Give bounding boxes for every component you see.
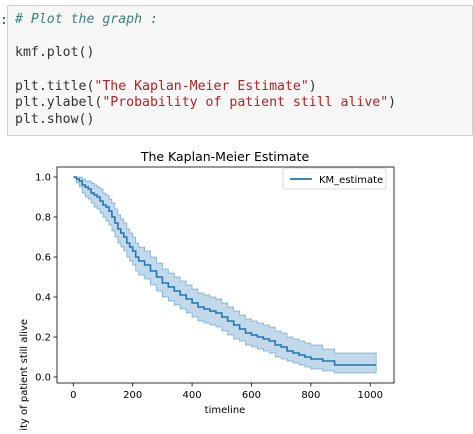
x-tick-label: 200	[123, 390, 142, 401]
chart-title: The Kaplan-Meier Estimate	[140, 149, 310, 164]
code-string-literal: "The Kaplan-Meier Estimate"	[94, 78, 309, 94]
code-line: kmf.plot()	[15, 45, 466, 62]
x-tick-label: 600	[242, 390, 261, 401]
code-line: plt.title("The Kaplan-Meier Estimate")	[15, 79, 466, 96]
series-line-km-estimate	[73, 176, 377, 366]
code-line: # Plot the graph :	[15, 12, 466, 29]
x-tick-label: 400	[183, 390, 202, 401]
y-tick-label: 0.0	[35, 373, 51, 384]
y-tick-label: 1.0	[35, 173, 51, 184]
legend-box	[282, 167, 387, 190]
axes: 0 200 400 600 800 1000 0.0 0.2 0.4 0.6 0.8 1.0	[35, 166, 395, 401]
cell-prompt-marker: :	[0, 13, 8, 28]
code-text: )	[388, 95, 397, 111]
code-string-literal: "Probability of patient still alive"	[102, 95, 389, 111]
confidence-band	[73, 176, 377, 374]
code-line	[15, 29, 466, 46]
x-tick-label: 0	[70, 390, 76, 401]
code-comment: # Plot the graph :	[15, 12, 158, 27]
cell-output-area: The Kaplan-Meier Estimate Probability of…	[0, 136, 473, 434]
code-line: plt.show()	[15, 112, 466, 129]
y-tick-label: 0.2	[35, 333, 51, 344]
code-text: plt.ylabel(	[15, 95, 103, 111]
chart-legend: KM_estimate	[282, 167, 387, 190]
code-text: kmf.plot()	[15, 45, 95, 61]
x-tick-label: 800	[301, 390, 320, 401]
code-line	[15, 62, 466, 79]
legend-entry-km-estimate: KM_estimate	[319, 175, 383, 186]
y-tick-label: 0.6	[35, 253, 51, 264]
code-text: plt.title(	[15, 78, 95, 94]
kaplan-meier-chart: The Kaplan-Meier Estimate Probability of…	[19, 149, 395, 434]
x-axis-label: timeline	[205, 405, 246, 416]
y-axis-label: Probability of patient still alive	[19, 319, 30, 430]
code-text: )	[308, 78, 317, 94]
y-tick-label: 0.4	[35, 293, 51, 304]
y-tick-label: 0.8	[35, 213, 51, 224]
x-tick-label: 1000	[358, 390, 383, 401]
code-cell-editor[interactable]: # Plot the graph : kmf.plot() plt.title("T…	[7, 5, 473, 136]
plot-area	[73, 176, 377, 374]
code-text: plt.show()	[15, 112, 95, 128]
code-line: plt.ylabel("Probability of patient still…	[15, 95, 466, 112]
axes-frame	[56, 166, 395, 384]
